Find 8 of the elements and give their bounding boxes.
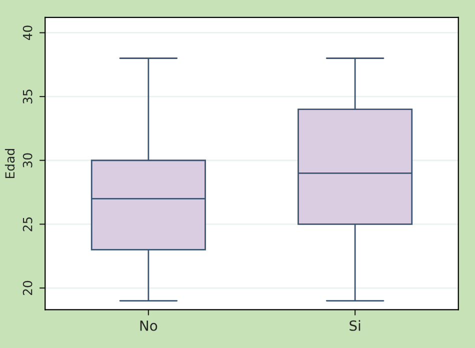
x-tick-label: No bbox=[140, 320, 158, 331]
y-tick-label: 20 bbox=[22, 280, 32, 296]
y-tick-label: 40 bbox=[22, 26, 32, 40]
y-tick-label: 35 bbox=[22, 90, 32, 104]
y-tick-label: 30 bbox=[22, 153, 32, 168]
y-tick-label: 25 bbox=[22, 217, 32, 232]
x-tick-label: Si bbox=[350, 320, 360, 331]
y-axis-title: Edad bbox=[4, 148, 15, 178]
